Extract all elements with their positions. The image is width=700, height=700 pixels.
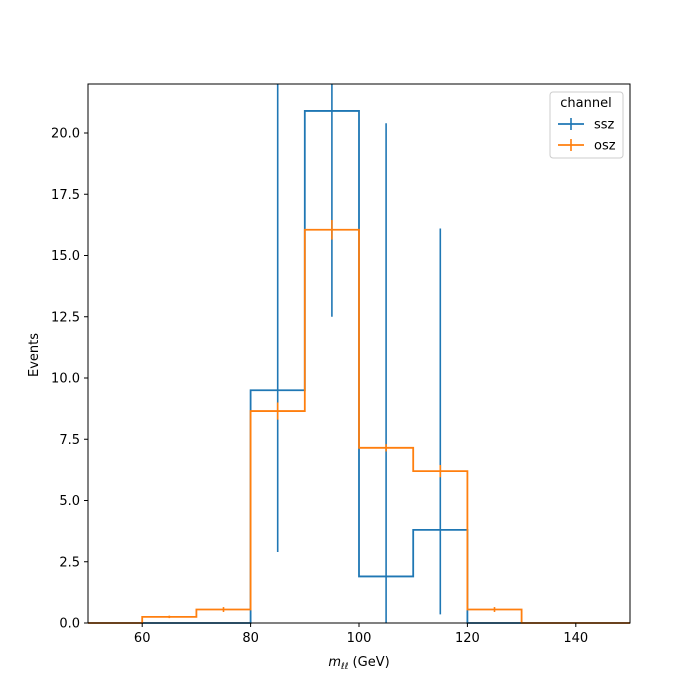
- legend-entries: ssz osz: [558, 118, 616, 154]
- y-tick-label-2.5: 2.5: [59, 555, 80, 570]
- x-tick-label-100: 100: [347, 631, 372, 646]
- x-axis-label-sub: ℓℓ: [340, 662, 348, 672]
- y-tick-label-0: 0.0: [59, 617, 80, 632]
- y-tick-label-5: 5.0: [59, 494, 80, 509]
- legend-label-osz: osz: [594, 139, 616, 154]
- y-tick-label-10: 10.0: [51, 372, 80, 387]
- y-tick-label-17.5: 17.5: [51, 188, 80, 203]
- y-tick-label-12.5: 12.5: [51, 310, 80, 325]
- x-tick-label-140: 140: [563, 631, 588, 646]
- plot-area: [88, 84, 630, 624]
- y-tick-label-15: 15.0: [51, 249, 80, 264]
- x-axis-label-main: m: [328, 655, 341, 670]
- legend-title: channel: [560, 96, 611, 111]
- step-line-osz: [88, 228, 630, 624]
- x-tick-label-60: 60: [134, 631, 151, 646]
- y-tick-label-7.5: 7.5: [59, 433, 80, 448]
- y-tick-label-20: 20.0: [51, 127, 80, 142]
- x-axis-ticks: 60 80 100 120 140: [134, 623, 588, 646]
- x-axis-label: mℓℓ (GeV): [328, 655, 389, 672]
- x-tick-label-80: 80: [242, 631, 259, 646]
- legend-label-ssz: ssz: [594, 118, 615, 133]
- x-axis-label-unit: (GeV): [348, 655, 389, 670]
- y-axis-label: Events: [27, 333, 42, 377]
- legend: channel ssz osz: [549, 91, 624, 159]
- y-axis-ticks: 0.0 2.5 5.0 7.5 10.0 12.5 15.0 17.5 20.0: [51, 127, 88, 632]
- x-tick-label-120: 120: [455, 631, 480, 646]
- legend-box: [549, 91, 624, 159]
